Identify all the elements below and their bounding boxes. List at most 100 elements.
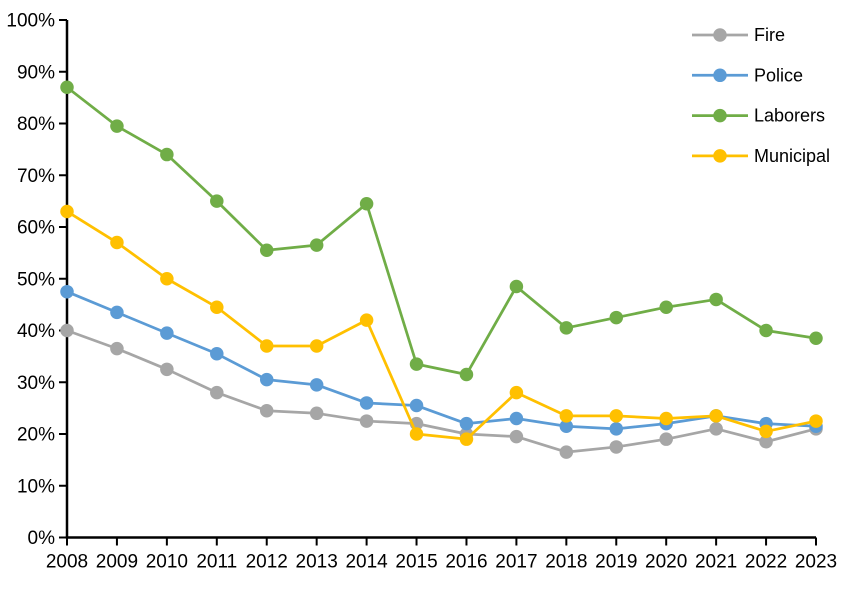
data-point-laborers-2018: [559, 321, 574, 335]
data-point-laborers-2020: [659, 300, 673, 314]
y-axis-tick-label: 50%: [17, 269, 55, 290]
data-point-laborers-2016: [459, 367, 474, 382]
data-point-municipal-2023: [809, 414, 823, 428]
x-axis-tick-label: 2023: [795, 552, 837, 573]
y-axis-tick-label: 0%: [28, 528, 56, 549]
x-axis-tick-label: 2012: [246, 552, 288, 573]
x-axis-tick-label: 2017: [495, 552, 537, 573]
data-point-police-2015: [409, 398, 424, 413]
data-point-laborers-2014: [359, 196, 374, 211]
x-axis-tick-label: 2008: [46, 552, 88, 573]
data-point-laborers-2010: [160, 147, 174, 162]
data-point-police-2011: [210, 347, 224, 361]
data-point-fire-2011: [210, 385, 224, 400]
data-point-municipal-2018: [559, 409, 574, 423]
x-axis-tick-label: 2015: [395, 552, 437, 573]
x-axis-tick-label: 2009: [96, 552, 138, 573]
data-point-fire-2010: [160, 362, 174, 377]
data-point-municipal-2016: [459, 432, 474, 446]
legend-marker-icon: [713, 68, 727, 83]
data-point-fire-2008: [60, 323, 74, 338]
data-point-municipal-2015: [409, 427, 424, 441]
data-point-laborers-2009: [110, 119, 124, 133]
data-point-police-2019: [609, 422, 624, 436]
data-point-fire-2021: [709, 422, 723, 436]
data-point-municipal-2017: [509, 385, 524, 400]
series-police: [60, 284, 823, 436]
data-point-laborers-2022: [759, 323, 773, 338]
data-point-municipal-2010: [160, 272, 174, 286]
data-point-municipal-2021: [709, 409, 723, 423]
data-point-police-2018: [559, 419, 574, 433]
data-point-municipal-2013: [309, 339, 324, 353]
series-laborers: [60, 80, 823, 382]
data-point-municipal-2022: [759, 424, 773, 439]
data-point-laborers-2015: [409, 357, 424, 371]
series-fire: [60, 323, 823, 459]
data-point-fire-2014: [359, 414, 374, 428]
data-point-police-2009: [110, 305, 124, 320]
data-point-municipal-2012: [259, 339, 274, 353]
data-point-municipal-2020: [659, 411, 673, 426]
data-point-fire-2022: [759, 435, 773, 449]
y-axis-tick-label: 100%: [6, 11, 55, 32]
data-point-fire-2013: [309, 406, 324, 421]
data-point-fire-2018: [559, 445, 574, 459]
data-point-laborers-2011: [210, 194, 224, 208]
y-axis-tick-label: 40%: [17, 321, 55, 342]
legend-label: Fire: [754, 25, 785, 45]
series-line-fire: [65, 329, 818, 454]
data-point-fire-2019: [609, 440, 624, 454]
data-point-laborers-2021: [709, 292, 723, 307]
data-point-fire-2017: [509, 429, 524, 444]
data-point-police-2012: [259, 372, 274, 387]
x-axis-tick-label: 2022: [745, 552, 787, 573]
x-axis-tick-label: 2014: [345, 552, 388, 573]
legend-marker-icon: [713, 149, 727, 163]
series-municipal: [60, 204, 823, 446]
legend-item-police: Police: [692, 65, 803, 85]
data-point-laborers-2013: [309, 238, 324, 252]
legend-item-municipal: Municipal: [692, 146, 830, 166]
data-point-police-2010: [160, 326, 174, 340]
y-axis-tick-label: 20%: [17, 425, 55, 446]
data-point-police-2017: [509, 411, 524, 426]
legend-marker-icon: [713, 108, 727, 123]
data-point-laborers-2017: [509, 279, 524, 294]
data-point-fire-2009: [110, 341, 124, 356]
x-axis-tick-label: 2010: [146, 552, 188, 573]
y-axis-tick-label: 70%: [17, 166, 55, 187]
data-point-laborers-2023: [809, 331, 823, 346]
y-axis-tick-label: 10%: [17, 476, 55, 497]
legend-marker-icon: [713, 28, 727, 42]
data-point-police-2014: [359, 396, 374, 410]
series-line-municipal: [65, 210, 818, 441]
data-point-fire-2020: [659, 432, 673, 446]
data-point-municipal-2009: [110, 235, 124, 250]
legend-label: Municipal: [754, 146, 830, 166]
data-point-police-2008: [60, 284, 74, 299]
data-point-police-2016: [459, 416, 474, 431]
series-line-laborers: [65, 85, 818, 376]
data-point-municipal-2008: [60, 204, 74, 219]
data-point-laborers-2008: [60, 80, 74, 95]
legend-item-fire: Fire: [692, 25, 785, 45]
y-axis-tick-label: 60%: [17, 218, 55, 239]
x-axis-tick-label: 2021: [695, 552, 737, 573]
x-axis-tick-label: 2013: [296, 552, 338, 573]
x-axis-tick-label: 2019: [595, 552, 637, 573]
x-axis-tick-label: 2020: [645, 552, 687, 573]
legend-label: Laborers: [754, 106, 825, 126]
data-point-municipal-2019: [609, 409, 624, 423]
y-axis-tick-label: 80%: [17, 114, 55, 135]
data-point-laborers-2012: [259, 243, 274, 258]
legend-item-laborers: Laborers: [692, 106, 825, 126]
y-axis-tick-label: 90%: [17, 62, 55, 83]
data-point-laborers-2019: [609, 310, 624, 325]
data-point-fire-2012: [259, 403, 274, 418]
legend-label: Police: [754, 65, 803, 85]
series-line-police: [65, 290, 818, 431]
y-axis-tick-label: 30%: [17, 373, 55, 394]
